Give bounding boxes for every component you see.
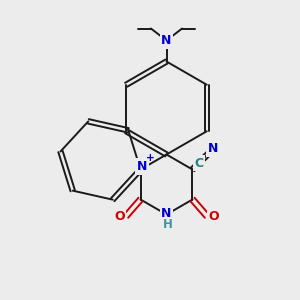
Text: N: N — [161, 207, 172, 220]
Text: O: O — [208, 209, 219, 223]
Text: N: N — [161, 34, 172, 47]
Text: O: O — [114, 209, 125, 223]
Text: +: + — [146, 153, 154, 163]
Text: H: H — [163, 218, 173, 231]
Text: N: N — [208, 142, 218, 155]
Text: N: N — [137, 160, 147, 173]
Text: C: C — [194, 157, 203, 169]
